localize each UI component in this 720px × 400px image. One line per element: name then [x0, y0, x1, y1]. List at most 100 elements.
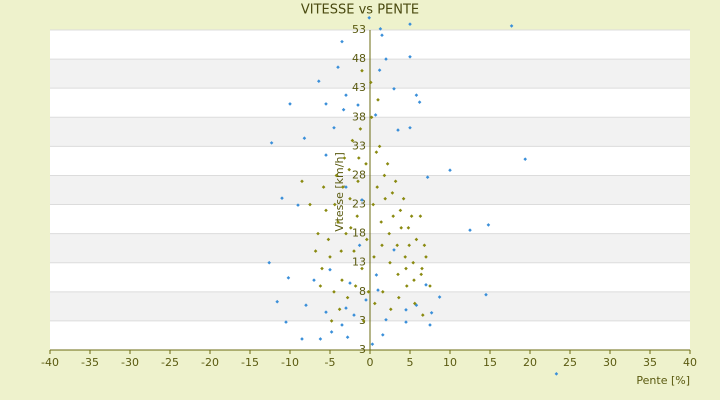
x-tick-label: -40 [41, 356, 59, 369]
y-tick-label: 13 [352, 256, 366, 269]
x-tick-label: 25 [563, 356, 577, 369]
x-tick-label: 5 [407, 356, 414, 369]
point [396, 272, 400, 277]
point [380, 243, 384, 248]
point [329, 330, 334, 334]
x-tick-label: 20 [523, 356, 537, 369]
point [344, 185, 348, 189]
point [342, 156, 347, 160]
point [275, 299, 279, 304]
point [324, 102, 328, 106]
point [300, 179, 304, 184]
point [321, 185, 326, 189]
point [304, 303, 308, 307]
point [468, 228, 472, 232]
point [414, 93, 419, 97]
y-tick-label: 3 [359, 343, 366, 356]
point [312, 278, 316, 282]
point [329, 319, 334, 323]
point [360, 266, 364, 271]
point [333, 202, 337, 207]
point [374, 150, 379, 154]
point [417, 100, 422, 104]
point [407, 243, 411, 248]
point [384, 317, 388, 322]
point [389, 307, 393, 312]
point [357, 156, 361, 160]
point [370, 342, 375, 346]
point [376, 98, 380, 102]
point [486, 223, 491, 227]
point [381, 290, 385, 294]
point [428, 284, 432, 288]
point [384, 57, 388, 61]
point [373, 113, 378, 117]
point [372, 255, 376, 259]
point [381, 333, 385, 337]
x-tick-label: -25 [161, 356, 179, 369]
point [554, 372, 559, 376]
point [353, 284, 358, 288]
point [404, 266, 408, 271]
point [409, 214, 414, 218]
point [419, 272, 423, 277]
point [405, 284, 409, 288]
point [523, 157, 527, 161]
point [412, 278, 416, 282]
point [350, 138, 355, 143]
point [336, 220, 340, 224]
y-tick-label: 33 [352, 139, 366, 152]
point [371, 202, 375, 207]
point [347, 167, 351, 172]
point [320, 266, 324, 271]
point [348, 281, 352, 285]
point [344, 93, 348, 97]
point [404, 308, 408, 312]
point [375, 185, 379, 189]
x-tick-label: -15 [241, 356, 259, 369]
point [367, 15, 371, 20]
x-tick-label: 30 [603, 356, 617, 369]
point [408, 22, 412, 26]
point [393, 179, 398, 184]
y-axis-label: Vitesse [km/h] [333, 152, 346, 232]
point [356, 179, 360, 184]
point [332, 125, 336, 130]
y-tick-label: 18 [352, 227, 366, 240]
point [313, 249, 318, 253]
point [360, 198, 364, 202]
point [392, 248, 396, 252]
point [337, 307, 342, 312]
point [387, 231, 391, 236]
x-tick-label: 0 [367, 356, 374, 369]
point [428, 323, 432, 327]
point [364, 162, 368, 166]
point [408, 125, 412, 130]
point [344, 306, 348, 310]
point [345, 335, 350, 339]
point [324, 310, 328, 314]
y-tick-label: 38 [352, 110, 366, 123]
point [421, 313, 425, 317]
point [360, 68, 364, 73]
point [408, 54, 412, 59]
point [324, 208, 328, 213]
point [390, 191, 395, 195]
y-tick-label: 53 [352, 23, 366, 36]
point [422, 243, 427, 248]
point [340, 323, 344, 327]
point [385, 162, 390, 166]
point [364, 298, 368, 302]
point [399, 226, 403, 230]
point [357, 243, 362, 248]
x-axis-label: Pente [%] [636, 374, 690, 387]
point [317, 79, 321, 83]
point [420, 266, 424, 271]
x-tick-label: 15 [483, 356, 497, 369]
x-tick-label: -5 [325, 356, 336, 369]
point [414, 303, 419, 307]
point [339, 249, 343, 253]
point [429, 310, 434, 315]
point [349, 226, 353, 230]
